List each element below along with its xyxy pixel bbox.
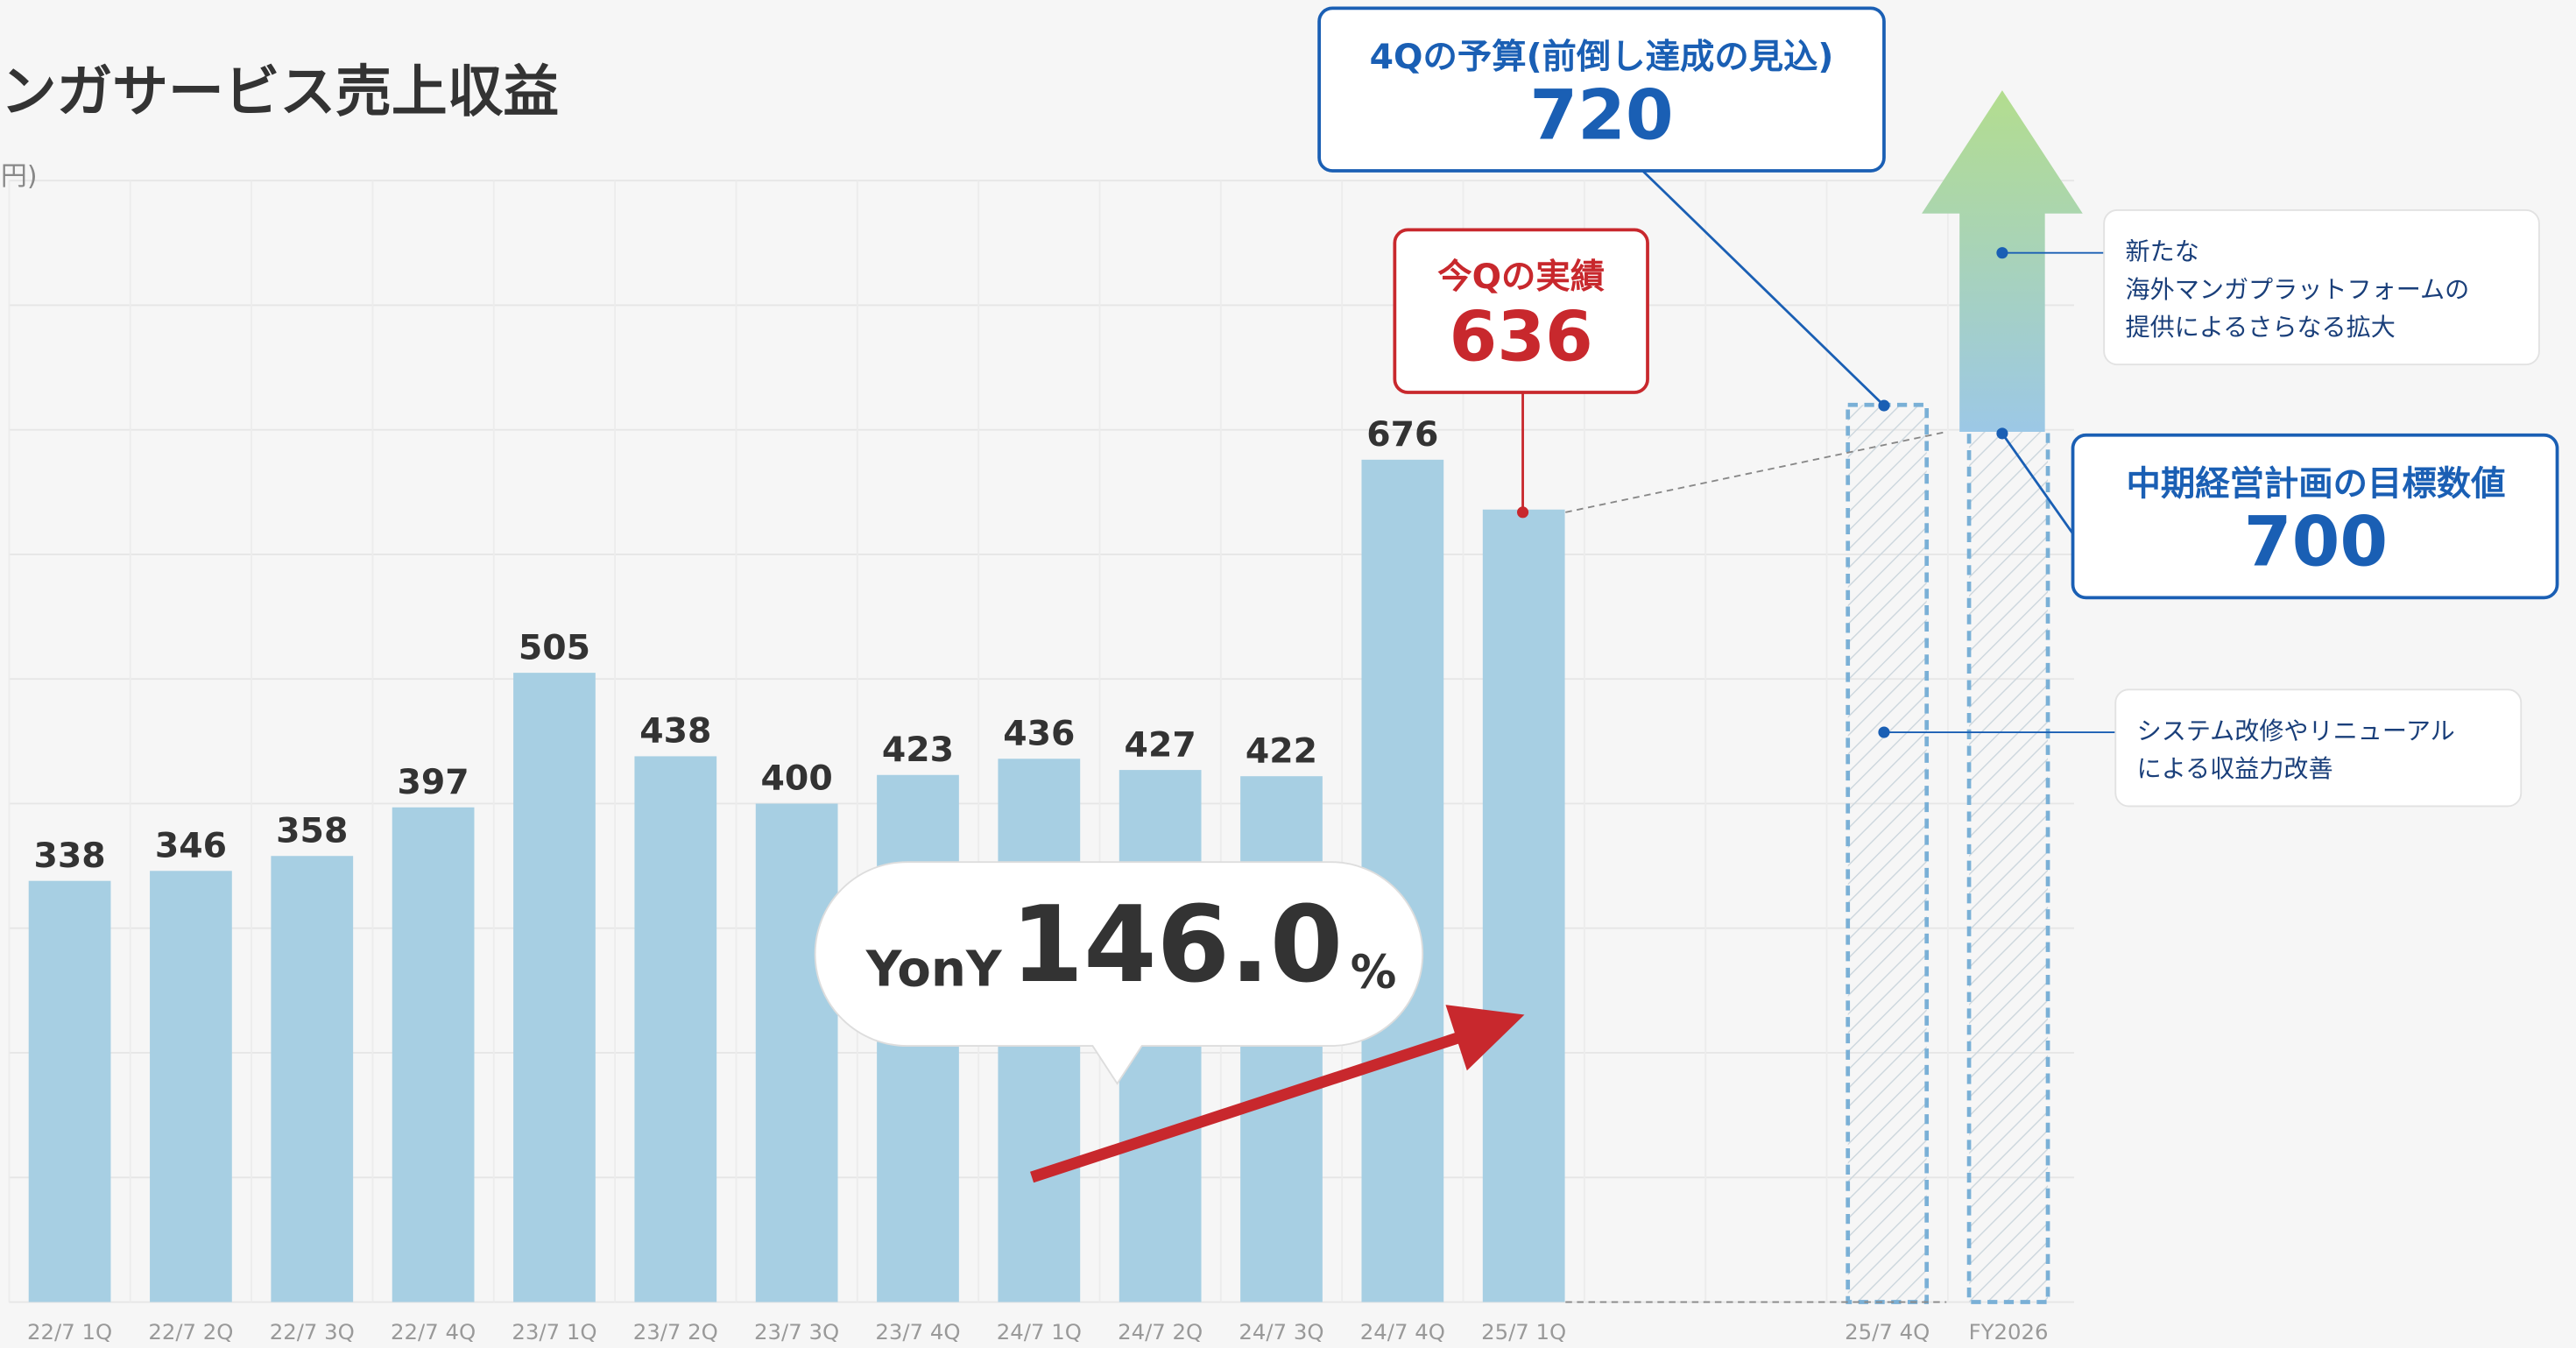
y-axis-label: 円) xyxy=(1,161,38,192)
leader-dot xyxy=(1996,247,2008,259)
x-tick-label: 25/7 4Q xyxy=(1845,1319,1930,1344)
value-label: 427 xyxy=(1125,724,1196,765)
x-tick-label: 23/7 1Q xyxy=(512,1319,596,1344)
value-label: 422 xyxy=(1246,730,1317,771)
x-tick-label: 22/7 2Q xyxy=(148,1319,233,1344)
callout-title: 中期経営計画の目標数値 xyxy=(2126,463,2505,504)
value-label: 397 xyxy=(398,762,469,802)
yony-bubble xyxy=(814,861,1424,1085)
x-tick-label: 24/7 1Q xyxy=(997,1319,1082,1344)
value-label: 676 xyxy=(1366,414,1438,455)
callout-value: 720 xyxy=(1529,74,1673,155)
x-tick-label: FY2026 xyxy=(1969,1319,2049,1344)
leader-dot xyxy=(1878,726,1890,738)
callout-title: 4Qの予算(前倒し達成の見込) xyxy=(1370,37,1834,77)
leader-dot xyxy=(1878,399,1890,412)
leader xyxy=(2001,433,2074,535)
x-tick-label: 22/7 1Q xyxy=(27,1319,112,1344)
bar xyxy=(392,807,475,1302)
x-tick-label: 23/7 2Q xyxy=(633,1319,718,1344)
x-tick-label: 24/7 2Q xyxy=(1118,1319,1203,1344)
bar xyxy=(513,673,596,1302)
callout-box xyxy=(2071,433,2559,600)
x-tick-label: 24/7 3Q xyxy=(1239,1319,1323,1344)
note-box xyxy=(2103,209,2540,366)
x-tick-label: 23/7 3Q xyxy=(754,1319,839,1344)
callout-value: 636 xyxy=(1450,296,1593,377)
x-tick-label: 22/7 4Q xyxy=(391,1319,476,1344)
x-tick-label: 22/7 3Q xyxy=(270,1319,355,1344)
value-label: 423 xyxy=(882,730,954,770)
bar xyxy=(1846,402,1930,1304)
note-text: による収益力改善 xyxy=(2137,754,2333,783)
leader-dot xyxy=(1996,427,2008,440)
note-text: システム改修やリニューアル xyxy=(2137,716,2455,745)
callout-box xyxy=(1393,228,1649,394)
bar xyxy=(1966,427,2050,1304)
connector xyxy=(1565,431,1947,513)
trend-arrow xyxy=(1030,1025,1480,1183)
note-text: 新たな xyxy=(2126,237,2199,266)
bar xyxy=(150,871,232,1302)
callout-value: 700 xyxy=(2244,502,2388,582)
bar xyxy=(271,856,354,1302)
x-tick-label: 24/7 4Q xyxy=(1360,1319,1445,1344)
note-box xyxy=(2114,688,2523,808)
value-label: 358 xyxy=(276,810,348,850)
value-label: 436 xyxy=(1003,714,1075,754)
value-label: 338 xyxy=(34,836,106,876)
leader xyxy=(1641,169,1885,407)
chart-title: ンガサービス売上収益 xyxy=(1,60,559,124)
bar xyxy=(1482,509,1565,1302)
value-label: 505 xyxy=(519,627,590,667)
x-tick-label: 23/7 4Q xyxy=(875,1319,960,1344)
x-tick-label: 25/7 1Q xyxy=(1481,1319,1566,1344)
yony-value: 146.0 xyxy=(1011,885,1343,1006)
bar xyxy=(634,756,717,1302)
bar xyxy=(28,880,111,1302)
yony-unit: % xyxy=(1351,946,1397,999)
leader-dot xyxy=(1516,506,1529,519)
yony-prefix: YonY xyxy=(865,941,1003,998)
note-text: 海外マンガプラットフォームの xyxy=(2126,275,2470,304)
trend-arrow-head xyxy=(1445,1005,1525,1071)
value-label: 438 xyxy=(639,711,711,752)
value-label: 346 xyxy=(155,826,227,866)
note-text: 提供によるさらなる拡大 xyxy=(2126,313,2396,342)
bar xyxy=(755,803,838,1302)
growth-arrow xyxy=(1922,90,2083,433)
callout-box xyxy=(1317,6,1886,173)
callout-title: 今Qの実績 xyxy=(1437,257,1605,297)
value-label: 400 xyxy=(761,759,833,799)
